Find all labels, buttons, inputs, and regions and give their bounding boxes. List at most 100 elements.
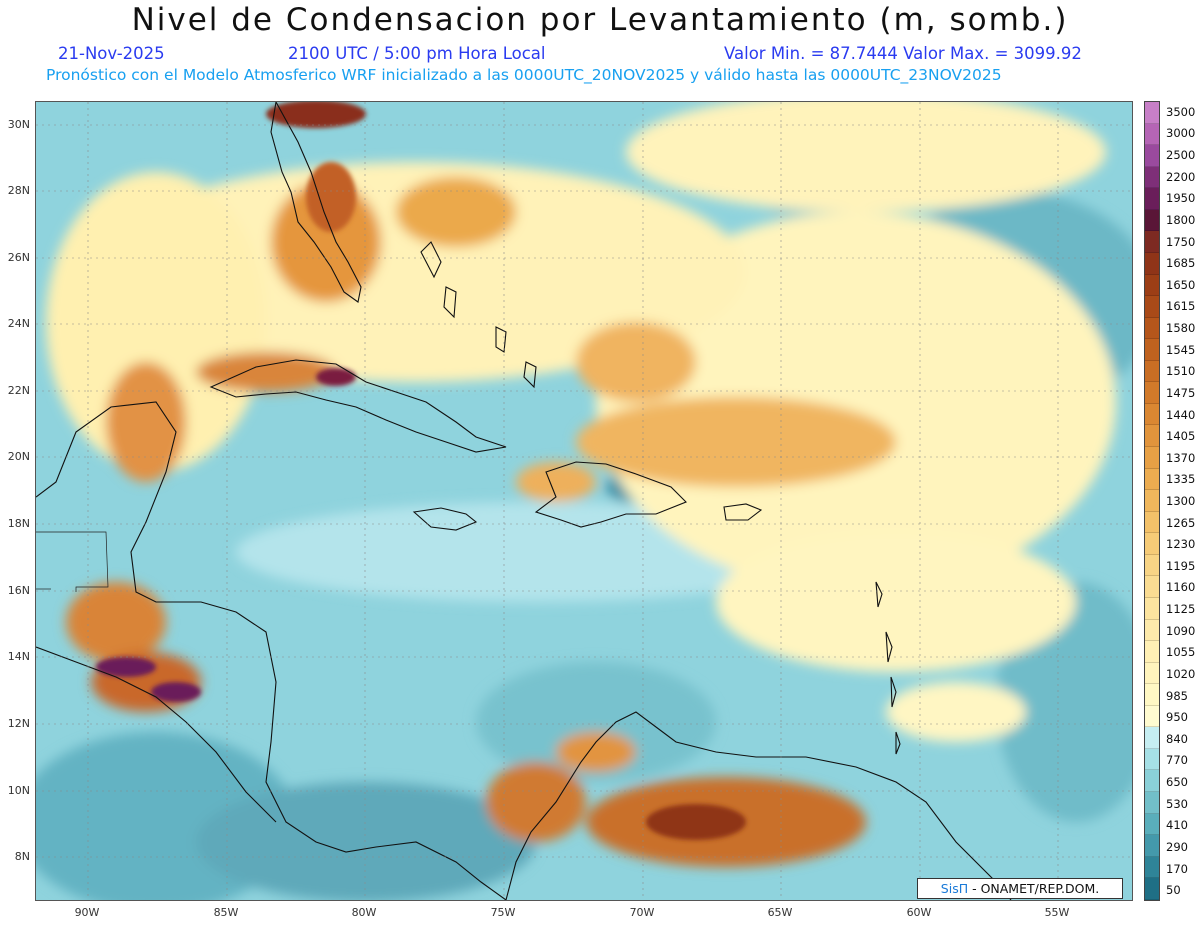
legend-label: 1615	[1166, 299, 1196, 314]
lat-label: 16N	[7, 584, 30, 597]
legend-swatch	[1145, 339, 1159, 361]
legend-swatch	[1145, 835, 1159, 857]
lat-label: 24N	[7, 317, 30, 330]
legend-label: 1800	[1166, 212, 1196, 227]
legend-label: 985	[1166, 688, 1188, 703]
lat-label: 26N	[7, 251, 30, 264]
lon-label: 85W	[213, 906, 239, 919]
credit-text: - ONAMET/REP.DOM.	[968, 881, 1100, 896]
legend-label: 1950	[1166, 191, 1196, 206]
legend-swatch	[1145, 231, 1159, 253]
lcl-map	[35, 101, 1133, 901]
lon-label: 55W	[1044, 906, 1070, 919]
credit-box: SisΠ - ONAMET/REP.DOM.	[917, 878, 1123, 899]
legend-label: 1405	[1166, 429, 1196, 444]
legend-label: 1020	[1166, 666, 1196, 681]
legend-label: 1125	[1166, 602, 1196, 617]
legend-label: 410	[1166, 818, 1188, 833]
forecast-date: 21-Nov-2025	[58, 44, 165, 63]
legend-label: 3500	[1166, 104, 1196, 119]
legend-label: 1510	[1166, 364, 1196, 379]
legend-swatch	[1145, 425, 1159, 447]
legend-label: 950	[1166, 710, 1188, 725]
lat-label: 20N	[7, 450, 30, 463]
legend-swatch	[1145, 296, 1159, 318]
legend-label: 840	[1166, 731, 1188, 746]
legend-swatch	[1145, 576, 1159, 598]
legend-label: 1195	[1166, 558, 1196, 573]
legend-label: 2500	[1166, 148, 1196, 163]
lat-label: 8N	[14, 850, 30, 863]
legend-label: 1370	[1166, 450, 1196, 465]
legend-swatch	[1145, 382, 1159, 404]
legend-label: 1300	[1166, 494, 1196, 508]
value-min-max: Valor Min. = 87.7444 Valor Max. = 3099.9…	[724, 44, 1082, 63]
legend-label: 1580	[1166, 321, 1196, 336]
legend-label: 1545	[1166, 342, 1196, 357]
map-title: Nivel de Condensacion por Levantamiento …	[131, 2, 1069, 38]
legend-swatch	[1145, 792, 1159, 814]
legend-swatch	[1145, 468, 1159, 491]
legend-swatch	[1145, 403, 1159, 426]
legend-swatch	[1145, 447, 1159, 469]
lon-label: 65W	[767, 906, 793, 919]
lat-label: 28N	[7, 184, 30, 197]
legend-swatch	[1145, 770, 1159, 792]
legend-swatch	[1145, 856, 1159, 879]
lat-label: 10N	[7, 784, 30, 797]
legend-swatch	[1145, 619, 1159, 642]
legend-swatch	[1145, 684, 1159, 706]
legend-swatch	[1145, 490, 1159, 512]
model-info: Pronóstico con el Modelo Atmosferico WRF…	[46, 66, 1002, 84]
legend-swatch	[1145, 145, 1159, 167]
legend-swatch	[1145, 533, 1159, 555]
legend-swatch	[1145, 166, 1159, 189]
legend-label: 650	[1166, 775, 1188, 790]
lat-lon-grid	[36, 102, 1132, 900]
legend-label: 50	[1166, 883, 1181, 898]
legend-swatch	[1145, 511, 1159, 534]
lon-label: 80W	[351, 906, 377, 919]
legend-label: 1475	[1166, 385, 1196, 400]
legend-swatch	[1145, 748, 1159, 771]
legend-swatch	[1145, 878, 1159, 900]
legend-label: 3000	[1166, 126, 1196, 141]
legend-label: 1750	[1166, 234, 1196, 249]
legend-swatch	[1145, 597, 1159, 620]
maximum-cores	[96, 102, 746, 840]
color-legend	[1144, 101, 1160, 901]
legend-swatch	[1145, 554, 1159, 577]
legend-label: 170	[1166, 861, 1188, 876]
legend-label: 1650	[1166, 277, 1196, 292]
legend-label: 1440	[1166, 407, 1196, 422]
credit-brand: SisΠ	[940, 881, 969, 896]
legend-label: 1685	[1166, 256, 1196, 271]
political-borders	[36, 531, 109, 592]
legend-swatch	[1145, 102, 1159, 124]
forecast-time: 2100 UTC / 5:00 pm Hora Local	[288, 44, 546, 63]
legend-label: 1055	[1166, 645, 1196, 660]
legend-label: 1265	[1166, 515, 1196, 530]
legend-swatch	[1145, 360, 1159, 383]
lat-label: 12N	[7, 717, 30, 730]
legend-label: 1090	[1166, 623, 1196, 638]
legend-label: 290	[1166, 839, 1188, 854]
legend-label: 1230	[1166, 537, 1196, 552]
legend-swatch	[1145, 252, 1159, 275]
legend-label: 2200	[1166, 169, 1196, 184]
lcl-field	[36, 102, 1132, 900]
legend-swatch	[1145, 641, 1159, 663]
legend-swatch	[1145, 188, 1159, 210]
legend-swatch	[1145, 813, 1159, 836]
lon-label: 70W	[629, 906, 655, 919]
lat-label: 30N	[7, 118, 30, 131]
legend-label: 1160	[1166, 580, 1196, 595]
lon-label: 90W	[74, 906, 100, 919]
lat-label: 22N	[7, 384, 30, 397]
coastlines	[36, 102, 1012, 900]
legend-label: 530	[1166, 796, 1188, 811]
legend-label: 1335	[1166, 472, 1196, 487]
legend-swatch	[1145, 727, 1159, 749]
lon-label: 75W	[490, 906, 516, 919]
legend-label: 770	[1166, 753, 1188, 768]
